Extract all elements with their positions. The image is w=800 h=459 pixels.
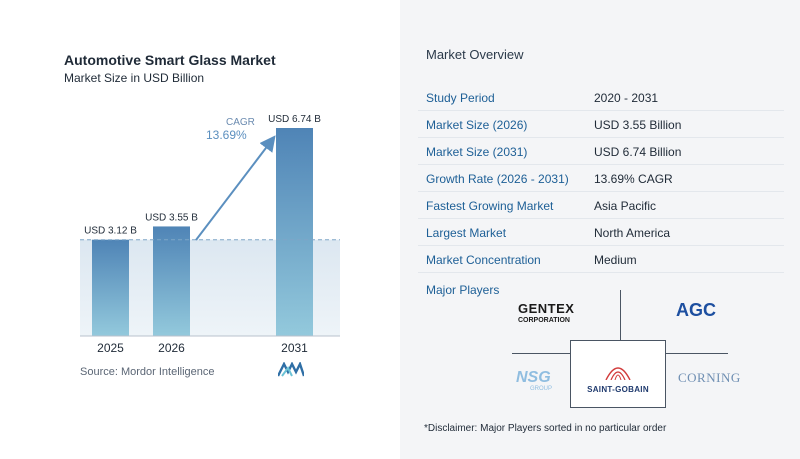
overview-row: Market Size (2026) USD 3.55 Billion: [418, 111, 784, 138]
chart-title: Automotive Smart Glass Market: [64, 52, 276, 68]
overview-row-value: 13.69% CAGR: [594, 172, 673, 186]
nsg-logo-subtext: GROUP: [530, 386, 553, 392]
x-tick-label: 2026: [158, 341, 185, 355]
bar-value-label: USD 3.55 B: [145, 212, 198, 223]
bar-chart: USD 3.12 B USD 3.55 B USD 6.74 B 2025 2026 2…: [80, 114, 340, 355]
x-tick-label: 2031: [281, 341, 308, 355]
overview-row: Fastest Growing Market Asia Pacific: [418, 192, 784, 219]
player-corning: CORNING: [678, 370, 741, 385]
major-players-label: Major Players: [426, 283, 500, 297]
saint-gobain-box: [570, 340, 666, 408]
saint-gobain-logo-text: SAINT-GOBAIN: [587, 385, 649, 394]
player-nsg: NSG GROUP: [516, 369, 553, 393]
overview-row: Growth Rate (2026 - 2031) 13.69% CAGR: [418, 165, 784, 192]
overview-row-value: Asia Pacific: [594, 199, 657, 213]
bar-2026: [153, 226, 190, 336]
bar-value-label: USD 6.74 B: [268, 114, 321, 125]
cagr-arrow: [195, 135, 276, 241]
overview-row: Market Size (2031) USD 6.74 Billion: [418, 138, 784, 165]
overview-row-value: 2020 - 2031: [594, 91, 659, 105]
overview-row-key: Market Size (2031): [426, 145, 528, 159]
source-text: Source: Mordor Intelligence: [80, 366, 215, 378]
player-saint-gobain: SAINT-GOBAIN: [582, 360, 654, 394]
chart-subtitle: Market Size in USD Billion: [64, 71, 205, 85]
overview-row: Largest Market North America: [418, 219, 784, 246]
overview-row-value: Medium: [594, 253, 637, 267]
players-divider-vertical-top: [620, 290, 621, 340]
bar-2031: [276, 128, 313, 336]
overview-row-key: Fastest Growing Market: [426, 199, 554, 213]
player-agc: AGC: [676, 300, 716, 320]
gentex-logo-subtext: CORPORATION: [518, 317, 570, 324]
cagr-value: 13.69%: [206, 128, 247, 142]
overview-row-value: North America: [594, 226, 671, 240]
overview-title: Market Overview: [426, 47, 524, 62]
overview-row: Market Concentration Medium: [418, 246, 784, 273]
overview-row-key: Study Period: [426, 91, 495, 105]
overview-row-key: Market Concentration: [426, 253, 541, 267]
overview-row-key: Market Size (2026): [426, 118, 528, 132]
player-gentex: GENTEX CORPORATION: [518, 302, 574, 324]
nsg-logo-text: NSG: [516, 369, 551, 386]
mordor-logo-icon: [278, 362, 304, 377]
overview-row-value: USD 3.55 Billion: [594, 118, 682, 132]
overview-row-key: Growth Rate (2026 - 2031): [426, 172, 569, 186]
overview-row-key: Largest Market: [426, 226, 507, 240]
overview-row: Study Period 2020 - 2031: [418, 84, 784, 111]
saint-gobain-arch-icon: [605, 367, 631, 381]
bar-value-label: USD 3.12 B: [84, 226, 137, 237]
x-tick-label: 2025: [97, 341, 124, 355]
cagr-label: CAGR: [226, 117, 255, 128]
gentex-logo-text: GENTEX: [518, 301, 575, 316]
disclaimer-text: *Disclaimer: Major Players sorted in no …: [424, 423, 667, 434]
bar-2025: [92, 239, 129, 336]
overview-row-value: USD 6.74 Billion: [594, 145, 682, 159]
